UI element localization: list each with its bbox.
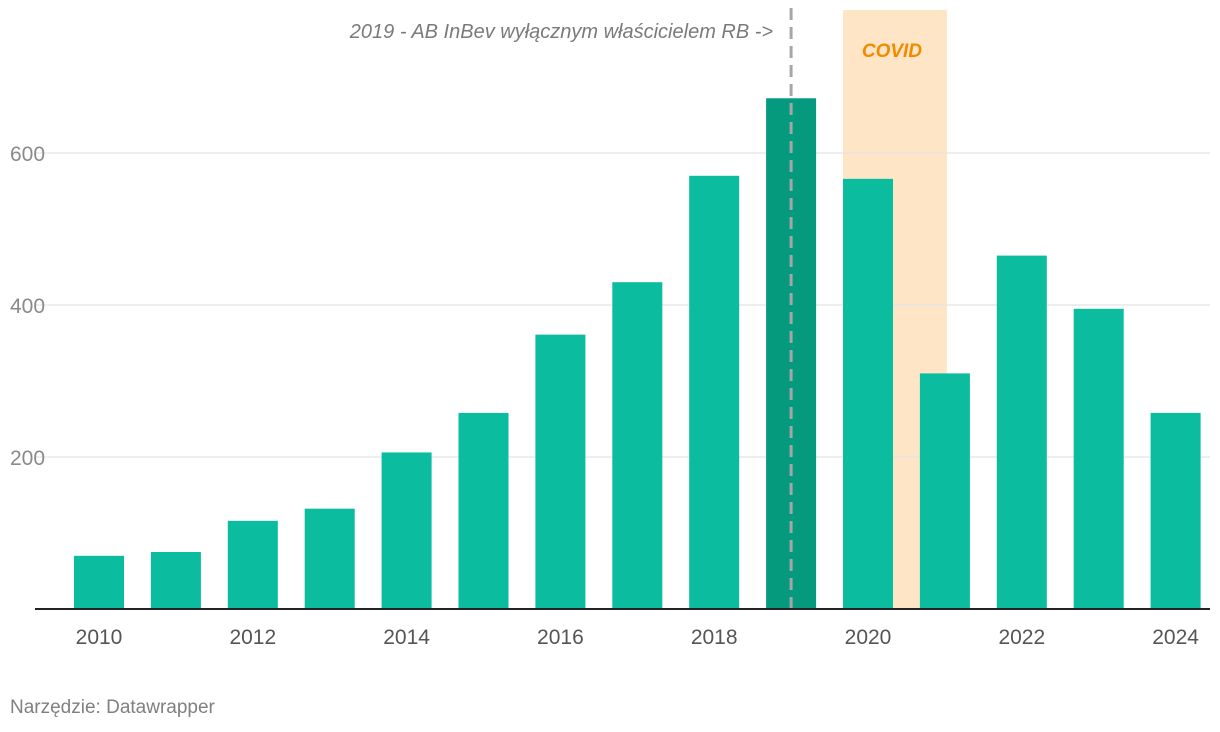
bars (74, 98, 1201, 610)
y-tick-label-200: 200 (10, 447, 45, 470)
reference-line-label: 2019 - AB InBev wyłącznym właścicielem R… (349, 21, 773, 43)
x-tick-label-2010: 2010 (76, 626, 123, 649)
x-tick-label-2024: 2024 (1152, 626, 1199, 649)
covid-label: COVID (862, 41, 922, 62)
bar-2020 (843, 178, 893, 609)
bar-2022 (996, 255, 1047, 609)
y-tick-label-600: 600 (10, 143, 45, 166)
bar-2014 (381, 452, 432, 609)
axes: 2010 2012 2014 2016 2018 2020 2022 2024 (35, 608, 1210, 649)
x-tick-label-2018: 2018 (691, 626, 738, 649)
x-tick-label-2014: 2014 (383, 626, 430, 649)
bar-2013 (304, 508, 355, 609)
bar-2017 (612, 282, 663, 609)
x-tick-label-2022: 2022 (998, 626, 1045, 649)
bar-2021 (919, 373, 970, 609)
reference-line-layer: 2019 - AB InBev wyłącznym właścicielem R… (349, 8, 793, 609)
bar-2023 (1073, 308, 1124, 609)
bar-2011 (150, 552, 201, 609)
x-tick-label-2020: 2020 (845, 626, 892, 649)
bar-2012 (227, 520, 278, 609)
bar-chart: COVID 200 400 600 2019 - AB InBev wyłączny… (10, 8, 1210, 649)
source-note: Narzędzie: Datawrapper (10, 697, 215, 718)
bar-2010 (74, 555, 124, 609)
bar-2015 (458, 412, 509, 609)
x-tick-label-2012: 2012 (229, 626, 276, 649)
bar-2016 (535, 334, 586, 609)
bar-2018 (689, 175, 740, 610)
bar-2024 (1150, 412, 1201, 609)
x-tick-label-2016: 2016 (537, 626, 584, 649)
y-tick-label-400: 400 (10, 295, 45, 318)
